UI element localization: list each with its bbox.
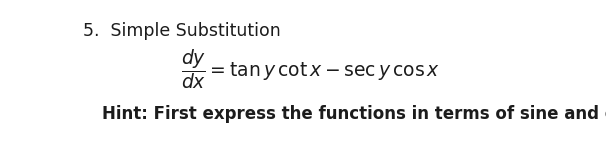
- Text: $\dfrac{dy}{dx} = \mathrm{tan}\,y\,\mathrm{cot}\,x - \mathrm{sec}\,y\,\mathrm{co: $\dfrac{dy}{dx} = \mathrm{tan}\,y\,\math…: [181, 47, 440, 91]
- Text: Hint: First express the functions in terms of sine and cosine.: Hint: First express the functions in ter…: [102, 105, 606, 124]
- Text: 5.  Simple Substitution: 5. Simple Substitution: [83, 22, 281, 40]
